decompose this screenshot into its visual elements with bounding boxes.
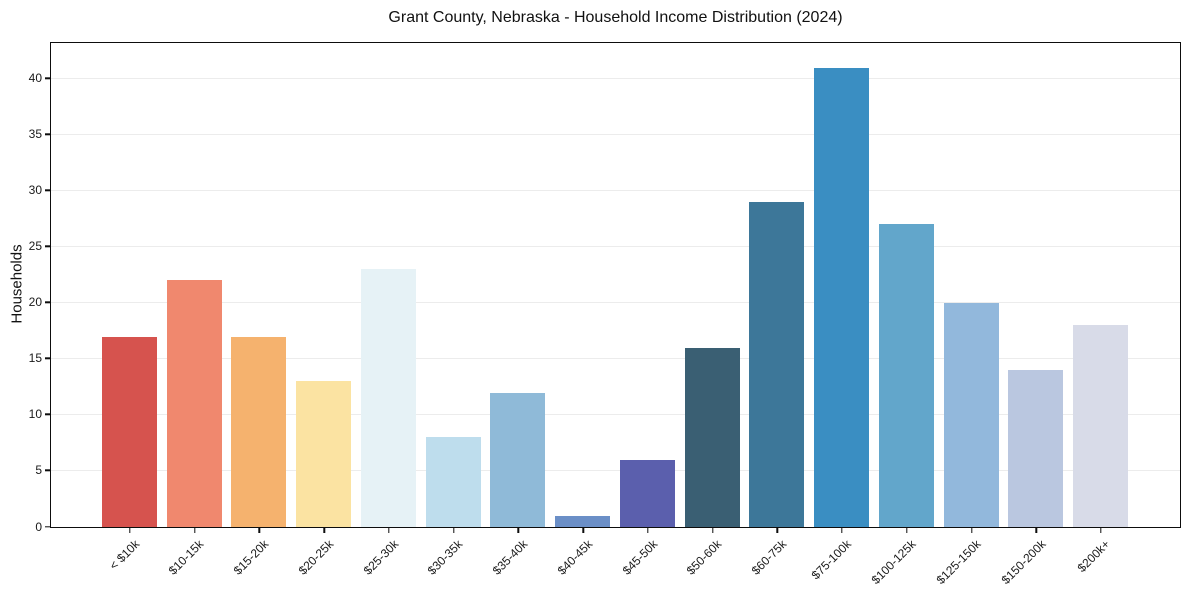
- y-tick-label-0: 0: [35, 519, 42, 534]
- gridline-y-10: [51, 413, 1180, 415]
- bar-15-20k: [231, 336, 287, 527]
- x-tick-label-100-125k: $100-125k: [868, 537, 919, 588]
- y-tick-label-15: 15: [28, 351, 42, 366]
- y-tick-mark-40: [45, 77, 50, 79]
- bar-200k: [1073, 325, 1128, 527]
- y-tick-mark-35: [45, 133, 50, 135]
- x-tick-label-150-200k: $150-200k: [998, 537, 1049, 588]
- x-tick-mark-2: [258, 528, 261, 533]
- y-tick-label-20: 20: [28, 295, 42, 310]
- gridline-y-15: [51, 357, 1180, 359]
- y-tick-label-25: 25: [28, 239, 42, 254]
- x-tick-label-10k: < $10k: [106, 537, 142, 573]
- x-tick-label-75-100k: $75-100k: [808, 537, 854, 583]
- x-tick-label-50-60k: $50-60k: [683, 537, 725, 578]
- x-tick-mark-7: [582, 528, 584, 533]
- x-tick-label-60-75k: $60-75k: [748, 537, 790, 578]
- gridline-y-30: [51, 189, 1180, 191]
- bar-100-125k: [878, 224, 934, 527]
- bar-60-75k: [749, 202, 805, 527]
- gridline-y-35: [51, 133, 1180, 135]
- bar-30-35k: [425, 437, 481, 527]
- y-tick-mark-25: [45, 245, 50, 248]
- x-tick-mark-4: [388, 528, 390, 533]
- gridline-y-5: [51, 469, 1180, 471]
- x-tick-mark-1: [194, 528, 196, 533]
- bar-25-30k: [360, 269, 416, 527]
- gridline-y-20: [51, 301, 1180, 303]
- y-tick-mark-15: [45, 357, 50, 360]
- x-tick-mark-14: [1035, 528, 1037, 533]
- y-tick-label-5: 5: [35, 463, 42, 478]
- x-tick-mark-5: [452, 528, 455, 533]
- bar-50-60k: [684, 347, 740, 527]
- x-tick-mark-9: [711, 528, 714, 533]
- x-tick-label-10-15k: $10-15k: [166, 537, 207, 578]
- x-tick-mark-15: [1100, 528, 1102, 533]
- y-tick-label-30: 30: [28, 183, 42, 198]
- x-tick-mark-6: [517, 528, 520, 533]
- x-tick-mark-12: [906, 528, 908, 533]
- bar-125-150k: [943, 302, 999, 527]
- y-axis-label: Households: [8, 244, 26, 324]
- x-tick-mark-0: [129, 528, 131, 533]
- x-tick-label-45-50k: $45-50k: [619, 537, 660, 578]
- gridline-y-40: [51, 77, 1180, 79]
- y-tick-mark-0: [45, 525, 50, 528]
- bar-40-45k: [555, 515, 611, 527]
- bar-10k: [102, 336, 157, 527]
- x-tick-label-40-45k: $40-45k: [554, 537, 596, 578]
- y-tick-mark-20: [45, 301, 50, 304]
- gridline-y-25: [51, 245, 1180, 247]
- x-tick-mark-10: [776, 528, 779, 533]
- y-tick-mark-30: [45, 189, 50, 191]
- x-tick-label-125-150k: $125-150k: [933, 537, 984, 588]
- y-tick-label-10: 10: [28, 407, 42, 422]
- x-tick-label-15-20k: $15-20k: [230, 537, 272, 578]
- chart-title: Grant County, Nebraska - Household Incom…: [388, 9, 843, 26]
- y-tick-mark-5: [45, 469, 50, 472]
- bar-10-15k: [166, 280, 222, 527]
- bar-75-100k: [814, 67, 870, 527]
- x-tick-mark-11: [841, 528, 843, 533]
- bar-35-40k: [490, 392, 546, 527]
- y-tick-label-35: 35: [28, 127, 42, 142]
- y-tick-label-40: 40: [28, 71, 42, 86]
- x-tick-mark-8: [647, 528, 649, 533]
- x-tick-label-200k: $200k+: [1074, 537, 1113, 575]
- bar-45-50k: [619, 459, 675, 527]
- bar-150-200k: [1008, 370, 1064, 527]
- x-tick-mark-3: [323, 528, 325, 533]
- x-tick-mark-13: [970, 528, 973, 533]
- x-tick-label-25-30k: $25-30k: [360, 537, 401, 578]
- bar-20-25k: [296, 381, 352, 527]
- x-tick-label-35-40k: $35-40k: [489, 537, 531, 578]
- x-tick-label-30-35k: $30-35k: [425, 537, 466, 578]
- y-tick-mark-10: [45, 413, 50, 416]
- plot-area: [50, 42, 1181, 528]
- x-tick-label-20-25k: $20-25k: [295, 537, 337, 578]
